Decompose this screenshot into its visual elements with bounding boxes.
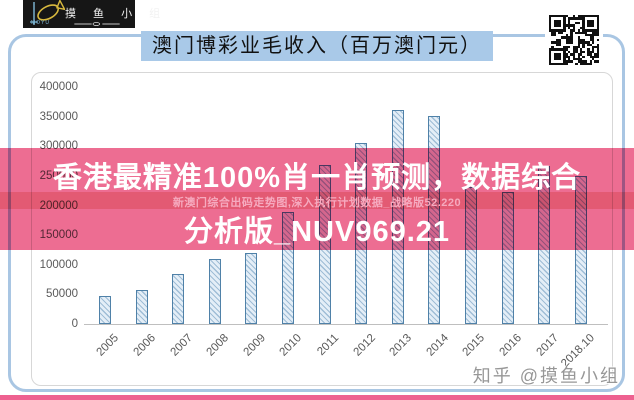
y-tick-label: 100000 (39, 258, 78, 271)
y-tick-label: 0 (71, 318, 78, 330)
bar-2009 (245, 252, 258, 324)
x-axis-line (84, 324, 608, 325)
promo-banner-strip (0, 192, 634, 209)
bar-2007 (172, 274, 185, 324)
logo-underline (74, 22, 120, 26)
qr-code (545, 10, 603, 70)
brand-subtext: MOYU (31, 20, 50, 26)
y-tick-label: 400000 (39, 81, 78, 93)
bottom-pink-strip (0, 395, 634, 400)
y-tick-label: 50000 (46, 288, 78, 301)
promo-banner: 香港最精准100%肖一肖预测，数据综合 新澳门综合出码走势图,深入执行计划数据_… (0, 148, 634, 250)
chart-title: 澳门博彩业毛收入（百万澳门元） (141, 31, 493, 61)
fish-icon (30, 0, 65, 25)
brand-logo: 摸 鱼 小 组 MOYU (23, 0, 160, 28)
promo-banner-background (0, 148, 634, 250)
promo-line1: 香港最精准100%肖一肖预测，数据综合 (52, 162, 582, 194)
bar-2006 (135, 289, 148, 324)
promo-watermark: 新澳门综合出码走势图,深入执行计划数据_战略版52.220 (172, 197, 462, 209)
qr-modules (548, 14, 600, 66)
y-tick-label: 350000 (39, 110, 78, 123)
bar-2005 (99, 296, 111, 324)
brand-name: 摸 鱼 小 组 (65, 8, 168, 20)
promo-line2: 分析版_NUV969.21 (183, 216, 451, 248)
zhihu-credit-watermark: 知乎 @摸鱼小组 (472, 366, 620, 386)
bar-2008 (208, 258, 221, 324)
